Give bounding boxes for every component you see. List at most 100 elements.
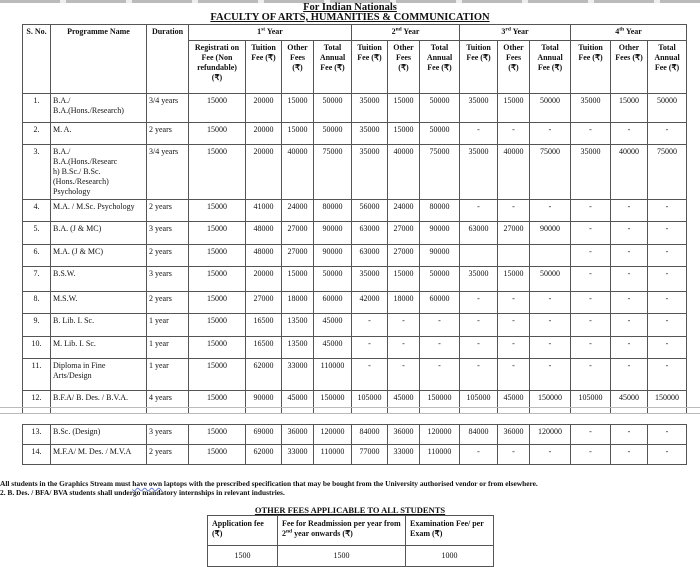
fee-cell: 15000 — [188, 93, 246, 123]
fee-cell: 27000 — [387, 244, 420, 267]
fee-cell: - — [610, 291, 649, 314]
fee-cell: 110000 — [313, 444, 352, 465]
fee-cell: 50000 — [418, 122, 461, 145]
fee-cell: 50000 — [529, 266, 572, 292]
fee-cell: - — [647, 221, 688, 245]
fee-cell: - — [647, 244, 688, 267]
fee-cell: 45000 — [281, 390, 314, 414]
duration: 1 year — [146, 358, 189, 391]
fee-cell: 27000 — [281, 244, 314, 267]
fee-cell: 50000 — [529, 93, 572, 123]
fee-cell: 45000 — [610, 390, 649, 414]
fee-cell: 75000 — [647, 144, 688, 200]
fee-cell: - — [459, 358, 499, 391]
programme-name: M.A. / M.Sc. Psychology — [50, 199, 147, 222]
exam-fee-value: 1000 — [405, 545, 494, 567]
fee-cell: - — [610, 313, 649, 337]
fee-cell: 35000 — [459, 144, 499, 200]
header-other: Other Fees (₹) — [610, 40, 649, 94]
fee-cell: 48000 — [245, 244, 282, 267]
programme-name: M.A. (J & MC) — [50, 244, 147, 267]
fee-cell: 35000 — [351, 266, 388, 292]
duration: 1 year — [146, 313, 189, 337]
fee-cell: 50000 — [313, 93, 352, 123]
fee-cell: - — [610, 122, 649, 145]
fee-cell: 110000 — [419, 444, 460, 465]
fee-cell: - — [418, 336, 461, 359]
readmission-fee-value: 1500 — [277, 545, 406, 567]
fee-cell: 18000 — [281, 291, 314, 314]
fee-cell: - — [418, 313, 461, 337]
header-year2: 2nd Year — [350, 24, 461, 41]
programme-name: B.Sc. (Design) — [50, 424, 147, 445]
programme-name: B.F.A/ B. Des. / B.V.A. — [50, 390, 147, 414]
fee-cell: - — [529, 358, 572, 391]
fee-cell: 27000 — [497, 221, 531, 245]
fee-cell: - — [497, 444, 530, 465]
fee-table: S. No. Programme Name Duration 1st Year … — [22, 24, 688, 414]
fee-cell: - — [459, 313, 499, 337]
fee-cell: 15000 — [188, 122, 246, 145]
fee-cell: 45000 — [497, 390, 531, 414]
fee-cell: 35000 — [459, 93, 499, 123]
fee-cell: 50000 — [418, 266, 461, 292]
fee-cell: - — [459, 199, 499, 222]
fee-cell: - — [570, 291, 612, 314]
table-row: 11. Diploma in Fine Arts/Design 1 year 1500… — [22, 358, 688, 391]
fee-cell: 33000 — [281, 358, 314, 391]
header-other: Other Fees (₹) — [387, 40, 420, 94]
fee-cell: 90000 — [529, 221, 572, 245]
fee-cell: 15000 — [188, 244, 246, 267]
fee-cell: - — [497, 291, 531, 314]
fee-cell: 42000 — [351, 291, 388, 314]
programme-name: B. Lib. I. Sc. — [50, 313, 147, 337]
table-row: 10. M. Lib. I. Sc. 1 year 15000 16500 13500 45… — [22, 336, 688, 359]
fee-cell: - — [351, 358, 388, 391]
fee-cell: - — [529, 291, 572, 314]
fee-cell: 90000 — [418, 244, 461, 267]
programme-name: M.S.W. — [50, 291, 147, 314]
row-number: 5. — [22, 221, 51, 245]
table-row: 9. B. Lib. I. Sc. 1 year 15000 16500 13500 450… — [22, 313, 688, 337]
row-number: 12. — [22, 390, 51, 414]
fee-cell: 80000 — [313, 199, 352, 222]
fee-cell: - — [529, 313, 572, 337]
table-row: 13. B.Sc. (Design) 3 years 15000 69000 36000 1… — [22, 424, 687, 445]
duration: 3/4 years — [146, 93, 189, 123]
fee-cell: 110000 — [313, 358, 352, 391]
fee-cell: 120000 — [313, 424, 352, 445]
fee-cell — [497, 244, 531, 267]
fee-cell: - — [610, 244, 649, 267]
programme-name: M.F.A/ M. Des. / M.V.A — [50, 444, 147, 465]
row-number: 14. — [22, 444, 51, 465]
fee-cell: 13500 — [281, 313, 314, 337]
fee-cell: 36000 — [281, 424, 314, 445]
table-row: 1. B.A./ B.A.(Hons./Research) 3/4 years 150… — [22, 93, 688, 123]
fee-cell: 63000 — [459, 221, 499, 245]
page-top-edge — [0, 0, 700, 3]
fee-cell: 15000 — [188, 291, 246, 314]
fee-cell: 15000 — [497, 266, 531, 292]
fee-cell: 105000 — [351, 390, 388, 414]
fee-cell: - — [570, 424, 611, 445]
fee-cell: 105000 — [459, 390, 499, 414]
fee-cell: 63000 — [351, 244, 388, 267]
fee-cell: 50000 — [418, 93, 461, 123]
fee-cell: - — [459, 122, 499, 145]
duration: 1 year — [146, 336, 189, 359]
header-application-fee: Application fee (₹) — [207, 515, 278, 546]
fee-cell: - — [570, 266, 612, 292]
programme-name: B.S.W. — [50, 266, 147, 292]
fee-cell: 27000 — [387, 221, 420, 245]
heading-nationals: For Indian Nationals — [303, 2, 397, 13]
fee-cell: 75000 — [529, 144, 572, 200]
fee-cell: 45000 — [313, 313, 352, 337]
row-number: 6. — [22, 244, 51, 267]
fee-cell: 15000 — [188, 266, 246, 292]
programme-name: M. Lib. I. Sc. — [50, 336, 147, 359]
fee-cell: - — [647, 291, 688, 314]
header-tuition: Tuition Fee (₹) — [245, 40, 282, 94]
header-total: Total Annual Fee (₹) — [418, 40, 461, 94]
fee-cell: - — [647, 313, 688, 337]
fee-cell: 24000 — [387, 199, 420, 222]
